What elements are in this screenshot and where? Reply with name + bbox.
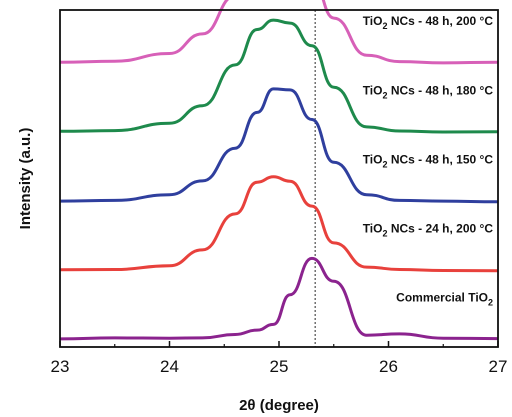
curves-group [59, 0, 499, 341]
series-label: TiO2 NCs - 48 h, 180 °C [363, 83, 494, 100]
series-label: Commercial TiO2 [396, 291, 493, 308]
series-label: TiO2 NCs - 48 h, 150 °C [363, 152, 494, 169]
x-tick-label: 27 [489, 357, 508, 376]
x-axis-ticks: 23 24 25 26 27 [51, 341, 508, 376]
x-tick-label: 25 [270, 357, 289, 376]
curve-labels: TiO2 NCs - 48 h, 200 °C TiO2 NCs - 48 h, … [363, 14, 494, 307]
series-line [59, 0, 499, 65]
series-line [59, 87, 499, 204]
series-line [59, 18, 499, 134]
series-label: TiO2 NCs - 24 h, 200 °C [363, 221, 494, 238]
x-axis-title: 2θ (degree) [239, 397, 319, 414]
x-tick-label: 26 [379, 357, 398, 376]
series-line [59, 175, 499, 273]
series-label: TiO2 NCs - 48 h, 200 °C [363, 14, 494, 31]
y-axis-title: Intensity (a.u.) [17, 128, 34, 230]
x-tick-label: 24 [160, 357, 179, 376]
series-line [59, 256, 499, 341]
x-tick-label: 23 [51, 357, 70, 376]
